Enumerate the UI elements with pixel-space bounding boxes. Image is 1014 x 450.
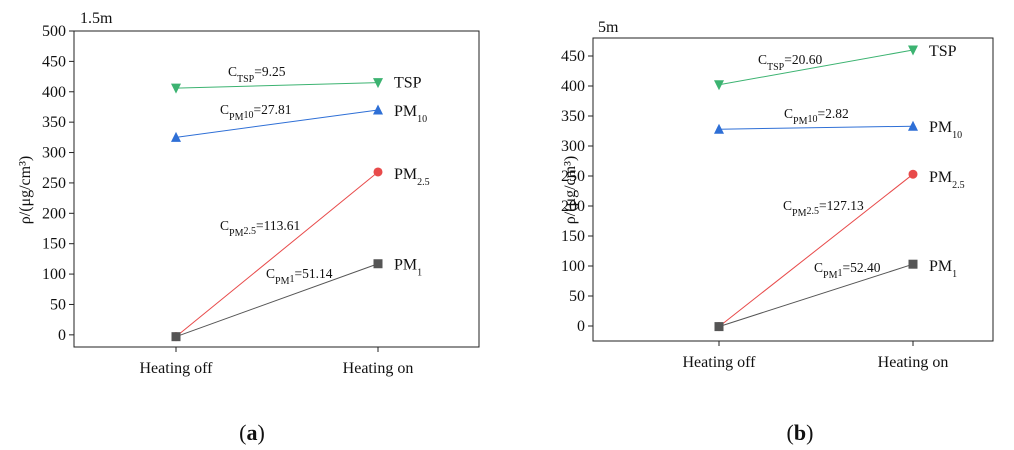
x-tick-label: Heating off (139, 360, 213, 377)
height-label: 1.5m (80, 10, 113, 27)
series-line (175, 263, 379, 338)
series-line (718, 263, 914, 328)
coefficient-label: CPM1=52.40 (814, 260, 881, 281)
panel-b: 0 50 100 150 200 250 300 350 400 450 Heating off He… (561, 19, 994, 445)
data-point (714, 322, 724, 332)
data-point (908, 120, 918, 131)
y-tick-label: 350 (42, 114, 66, 131)
data-point (714, 80, 724, 91)
series-line (175, 109, 379, 138)
coefficient-label: CPM10=27.81 (220, 102, 291, 123)
y-tick-label: 0 (577, 318, 585, 335)
data-point (908, 259, 918, 269)
series-label: PM10 (929, 119, 962, 141)
series-line (718, 173, 914, 327)
y-tick-label: 250 (561, 168, 585, 185)
y-tick-label: 200 (561, 198, 585, 215)
panel-caption: (a) (239, 420, 265, 445)
series-line (175, 171, 379, 338)
series-label: TSP (929, 43, 957, 60)
y-tick-label: 300 (561, 138, 585, 155)
series-label: PM2.5 (929, 169, 965, 191)
data-point (714, 123, 724, 134)
series-tsp: TSP CTSP=9.25 (171, 64, 422, 94)
series-label: PM2.5 (394, 166, 430, 188)
series-label: PM1 (394, 257, 422, 279)
y-tick-label: 350 (561, 108, 585, 125)
coefficient-label: CPM2.5=113.61 (220, 218, 300, 239)
y-tick-label: 200 (42, 205, 66, 222)
coefficient-label: CTSP=20.60 (758, 52, 822, 73)
series-pm10: PM10 CPM10=27.81 (171, 102, 427, 142)
x-tick-label: Heating on (343, 360, 414, 377)
height-label: 5m (598, 19, 619, 36)
y-axis-label: ρ/(μg/cm³) (562, 156, 579, 224)
series-label: PM10 (394, 103, 427, 125)
series-tsp: TSP CTSP=20.60 (714, 43, 957, 91)
y-tick-label: 100 (561, 258, 585, 275)
y-tick-label: 50 (50, 296, 66, 313)
y-tick-label: 0 (58, 327, 66, 344)
series-label: PM1 (929, 258, 957, 280)
series-pm1: PM1 CPM1=52.40 (714, 258, 957, 332)
series-pm25: PM2.5 CPM2.5=127.13 (714, 169, 965, 332)
coefficient-label: CPM2.5=127.13 (783, 198, 864, 219)
y-tick-label: 300 (42, 145, 66, 162)
y-axis-label: ρ/(μg/cm³) (17, 156, 34, 224)
y-tick-label: 250 (42, 175, 66, 192)
data-point (373, 78, 383, 89)
data-point (171, 131, 181, 142)
y-tick-label: 400 (42, 84, 66, 101)
panel-a: 0 50 100 150 200 250 300 350 400 450 500 Heating of… (17, 10, 480, 445)
plot-frame (73, 30, 480, 348)
data-point (373, 167, 383, 177)
plot-frame (592, 37, 994, 342)
y-tick-label: 450 (42, 53, 66, 70)
series-line (175, 82, 379, 89)
data-point (373, 259, 383, 269)
series-pm1: PM1 CPM1=51.14 (171, 257, 422, 342)
y-tick-label: 50 (569, 288, 585, 305)
series-pm10: PM10 CPM10=2.82 (714, 106, 962, 141)
data-point (373, 104, 383, 115)
y-tick-label: 150 (561, 228, 585, 245)
data-point (908, 45, 918, 56)
series-pm25: PM2.5 CPM2.5=113.61 (171, 166, 430, 342)
x-tick-label: Heating on (878, 354, 949, 371)
series-label: TSP (394, 75, 422, 92)
y-tick-label: 450 (561, 48, 585, 65)
panel-caption: (b) (787, 420, 814, 445)
data-point (908, 169, 918, 179)
series-line (718, 125, 914, 130)
data-point (171, 332, 181, 342)
data-point (171, 83, 181, 94)
y-tick-label: 400 (561, 78, 585, 95)
y-tick-label: 500 (42, 23, 66, 40)
coefficient-label: CPM10=2.82 (784, 106, 849, 127)
y-tick-label: 100 (42, 266, 66, 283)
y-tick-label: 150 (42, 236, 66, 253)
coefficient-label: CTSP=9.25 (228, 64, 286, 85)
coefficient-label: CPM1=51.14 (266, 266, 333, 287)
series-line (718, 49, 914, 86)
x-tick-label: Heating off (682, 354, 756, 371)
